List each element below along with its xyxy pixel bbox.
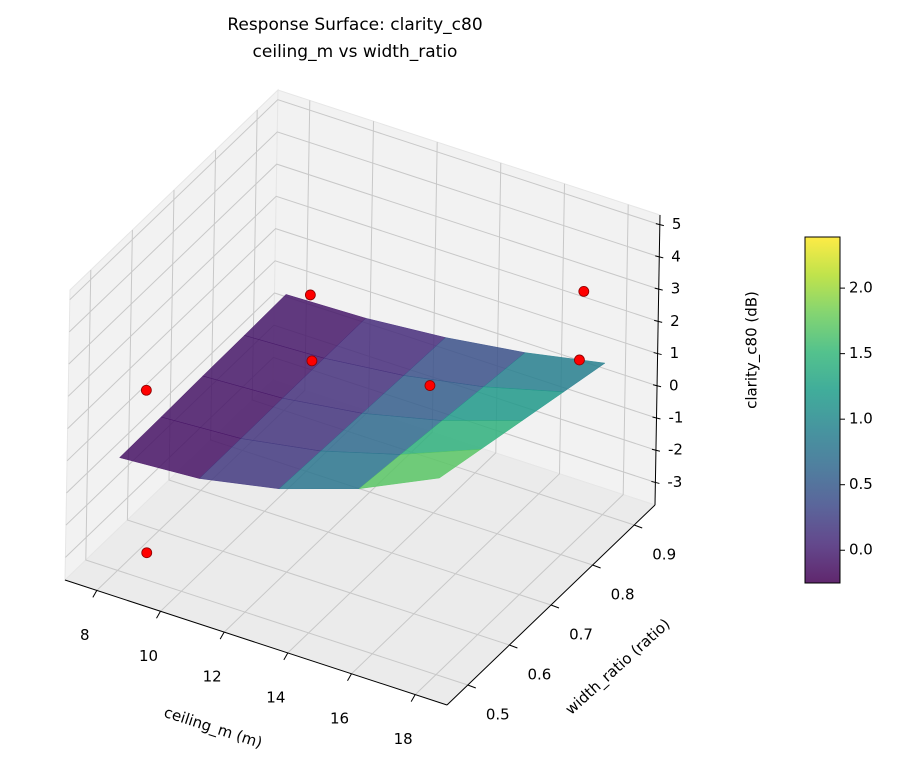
colorbar-tick-label: 1.5 xyxy=(849,344,873,362)
x-axis-label: ceiling_m (m) xyxy=(161,703,264,753)
y-tick-label: 0.6 xyxy=(527,666,551,684)
z-tick-label: -2 xyxy=(668,441,683,459)
z-tick-label: -1 xyxy=(669,409,684,427)
z-axis-label: clarity_c80 (dB) xyxy=(743,291,762,409)
y-tick-label: 0.5 xyxy=(486,706,510,724)
grid-line xyxy=(68,163,659,365)
y-tick xyxy=(550,604,560,609)
y-tick xyxy=(467,684,476,689)
x-tick xyxy=(92,590,98,598)
z-tick-label: -3 xyxy=(667,473,682,491)
y-tick-label: 0.9 xyxy=(652,546,676,564)
grid-line xyxy=(66,260,658,462)
grid-line xyxy=(67,195,659,397)
x-tick xyxy=(156,611,161,619)
x-tick-label: 16 xyxy=(330,709,349,727)
data-point xyxy=(578,286,590,297)
x-axis-line xyxy=(64,579,448,706)
x-tick xyxy=(283,652,289,661)
z-tick-label: 0 xyxy=(669,376,679,394)
grid-line xyxy=(69,99,660,301)
data-point xyxy=(140,384,152,396)
data-point xyxy=(424,380,436,391)
z-axis-line xyxy=(654,214,661,506)
grid-line xyxy=(168,189,552,606)
x-tick-label: 8 xyxy=(80,626,90,644)
grid-line xyxy=(85,269,468,686)
chart-subtitle: ceiling_m vs width_ratio xyxy=(253,42,458,62)
y-tick xyxy=(592,564,601,569)
grid-line xyxy=(287,162,502,654)
data-point xyxy=(574,354,585,366)
grid-line xyxy=(67,228,658,429)
z-tick-label: 2 xyxy=(670,312,680,330)
x-tick-label: 12 xyxy=(203,668,222,686)
y-axis-line xyxy=(446,504,656,706)
grid-line xyxy=(126,229,510,646)
colorbar-tick-label: 0.0 xyxy=(849,541,873,559)
data-point xyxy=(304,289,316,301)
colorbar xyxy=(804,236,841,584)
data-point xyxy=(306,355,318,367)
z-tick-label: 3 xyxy=(671,280,681,298)
y-tick xyxy=(509,644,518,649)
data-point xyxy=(141,547,153,559)
grid-line xyxy=(68,131,660,333)
colorbar-tick-label: 1.0 xyxy=(849,410,873,428)
y-tick xyxy=(634,524,643,529)
x-tick xyxy=(347,673,352,681)
y-tick-label: 0.8 xyxy=(611,586,635,604)
grid-line xyxy=(351,183,565,675)
x-tick xyxy=(219,631,225,640)
y-tick-label: 0.7 xyxy=(569,626,593,644)
x-tick-label: 14 xyxy=(266,688,285,706)
x-tick xyxy=(410,694,416,702)
colorbar-tick-label: 0.5 xyxy=(849,475,873,493)
surface-patch xyxy=(358,448,482,490)
chart-title: Response Surface: clarity_c80 xyxy=(227,15,482,35)
colorbar-tick-label: 2.0 xyxy=(849,279,873,297)
z-tick-label: 5 xyxy=(672,215,682,233)
x-tick-label: 18 xyxy=(394,730,413,748)
z-tick-label: 1 xyxy=(670,344,680,362)
z-tick-label: 4 xyxy=(671,247,681,265)
x-tick-label: 10 xyxy=(139,647,158,665)
grid-line xyxy=(414,204,629,695)
